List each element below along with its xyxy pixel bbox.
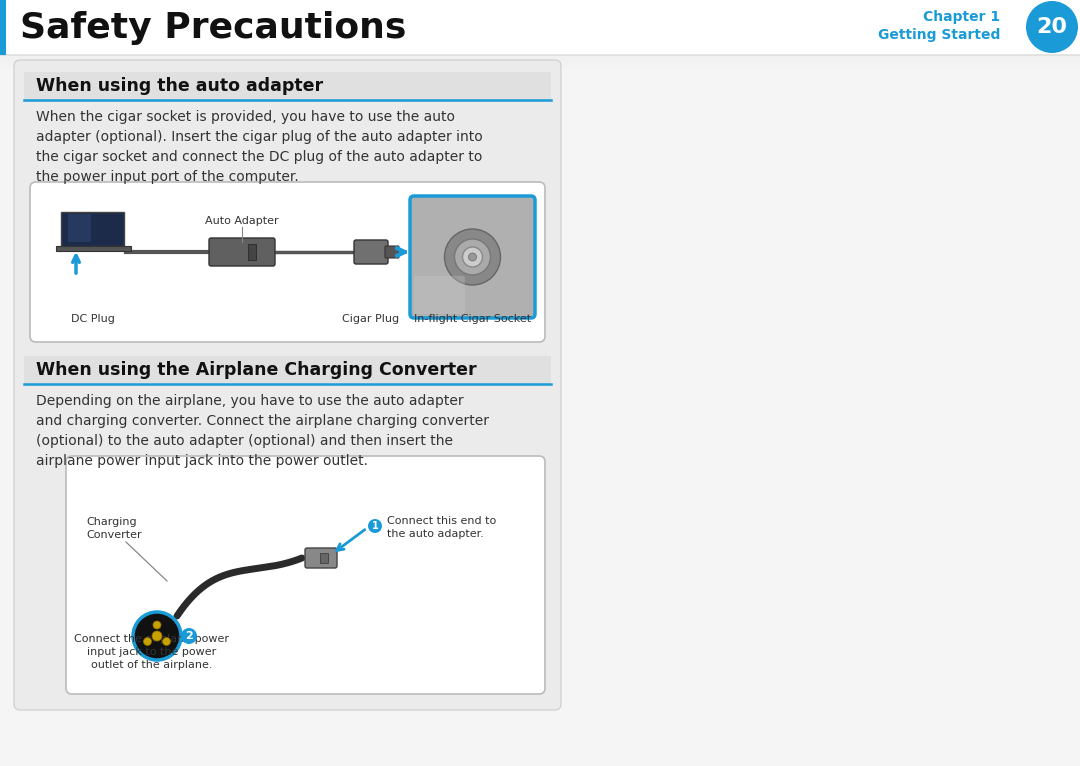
Bar — [320, 553, 328, 563]
Text: Connect this end to: Connect this end to — [387, 516, 496, 526]
Text: 20: 20 — [1037, 17, 1067, 37]
Text: Cigar Plug: Cigar Plug — [342, 314, 400, 324]
Circle shape — [162, 637, 171, 646]
Text: Safety Precautions: Safety Precautions — [21, 11, 406, 44]
Circle shape — [1026, 1, 1078, 53]
FancyBboxPatch shape — [384, 246, 399, 258]
Polygon shape — [68, 214, 91, 242]
Circle shape — [152, 631, 162, 641]
FancyBboxPatch shape — [354, 240, 388, 264]
Circle shape — [181, 628, 197, 644]
Text: Connect the airplane power
input jack to the power
outlet of the airplane.: Connect the airplane power input jack to… — [75, 633, 229, 670]
Bar — [0, 0, 1080, 55]
Text: When the cigar socket is provided, you have to use the auto
adapter (optional). : When the cigar socket is provided, you h… — [36, 110, 483, 184]
Circle shape — [462, 247, 483, 267]
Text: 1: 1 — [372, 521, 378, 531]
Bar — [24, 356, 551, 384]
Bar — [0, 54, 1080, 56]
Polygon shape — [56, 246, 131, 251]
Bar — [0, 64, 1080, 66]
Text: DC Plug: DC Plug — [71, 314, 114, 324]
FancyBboxPatch shape — [14, 60, 561, 710]
Bar — [0, 56, 1080, 58]
Text: 2: 2 — [185, 631, 193, 641]
Text: Auto Adapter: Auto Adapter — [205, 216, 279, 226]
FancyBboxPatch shape — [305, 548, 337, 568]
FancyBboxPatch shape — [410, 196, 535, 318]
Text: Getting Started: Getting Started — [878, 28, 1000, 42]
FancyBboxPatch shape — [210, 238, 275, 266]
Text: Depending on the airplane, you have to use the auto adapter
and charging convert: Depending on the airplane, you have to u… — [36, 394, 489, 468]
Circle shape — [368, 519, 382, 533]
Bar — [24, 72, 551, 100]
Bar — [0, 58, 1080, 60]
Text: When using the auto adapter: When using the auto adapter — [36, 77, 323, 95]
Bar — [248, 244, 256, 260]
Text: Charging
Converter: Charging Converter — [86, 517, 141, 540]
Bar — [0, 60, 1080, 62]
FancyBboxPatch shape — [414, 276, 464, 314]
Polygon shape — [60, 212, 124, 246]
Circle shape — [455, 239, 490, 275]
Circle shape — [153, 621, 161, 629]
Bar — [0, 62, 1080, 64]
Text: In-flight Cigar Socket: In-flight Cigar Socket — [414, 314, 531, 324]
FancyBboxPatch shape — [66, 456, 545, 694]
Text: the auto adapter.: the auto adapter. — [387, 529, 484, 539]
Text: Chapter 1: Chapter 1 — [923, 10, 1000, 24]
Text: When using the Airplane Charging Converter: When using the Airplane Charging Convert… — [36, 361, 476, 379]
Circle shape — [445, 229, 500, 285]
FancyBboxPatch shape — [30, 182, 545, 342]
Circle shape — [144, 637, 151, 646]
Circle shape — [469, 253, 476, 261]
Bar — [0, 66, 1080, 68]
Circle shape — [133, 612, 181, 660]
Bar — [0, 0, 6, 55]
